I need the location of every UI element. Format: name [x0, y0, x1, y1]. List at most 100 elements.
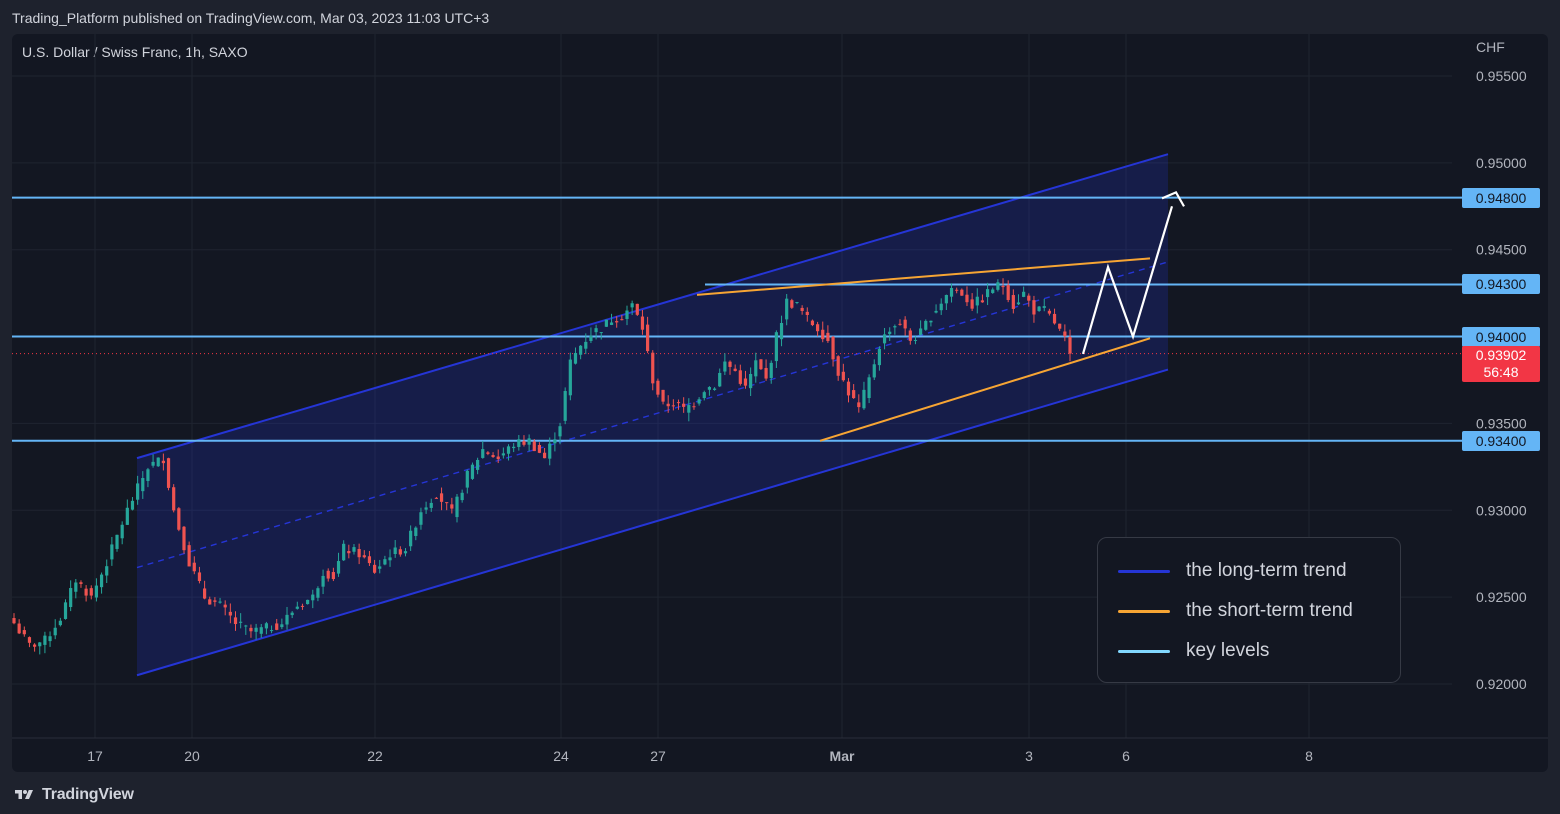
candle-body: [208, 599, 212, 605]
candle-body: [306, 599, 310, 605]
candle-body: [522, 441, 526, 445]
candle-body: [1032, 300, 1036, 315]
date-tick-label: 8: [1305, 748, 1313, 764]
candle-body: [579, 345, 583, 355]
candle-body: [228, 611, 232, 616]
candle-body: [671, 405, 675, 407]
current-price: 0.93902: [1475, 346, 1527, 363]
price-tick-label: 0.93500: [1476, 415, 1527, 431]
candle-body: [300, 605, 305, 607]
candle-body: [965, 294, 969, 303]
long-term-channel-bottom: [136, 368, 1169, 677]
candle-body: [218, 601, 222, 603]
candle-body: [141, 478, 145, 492]
candle-body: [259, 627, 263, 634]
bar-countdown: 56:48: [1483, 363, 1519, 380]
candle-body: [841, 371, 845, 381]
candle-body: [372, 564, 377, 573]
candle-body: [985, 289, 990, 298]
candle-body: [532, 441, 536, 452]
candle-body: [105, 566, 109, 576]
candle-body: [125, 507, 129, 525]
candle-body: [362, 555, 366, 558]
candle-body: [177, 508, 181, 530]
candle-body: [38, 642, 42, 647]
candle-body: [172, 487, 176, 511]
candle-body: [48, 636, 52, 642]
date-tick-label: 27: [650, 748, 666, 764]
long-term-channel-mid: [136, 261, 1169, 569]
candle-body: [661, 389, 665, 402]
candle-body: [244, 625, 248, 627]
tradingview-brand[interactable]: TradingView: [12, 784, 134, 806]
candle-body: [99, 574, 104, 588]
candle-body: [115, 534, 119, 549]
candle-body: [470, 464, 475, 479]
candle-body: [584, 341, 588, 349]
candle-body: [342, 543, 346, 561]
candle-body: [548, 443, 552, 459]
candle-body: [723, 361, 727, 372]
candle-body: [960, 289, 964, 296]
candle-body: [161, 460, 165, 464]
candle-body: [22, 630, 26, 635]
candle-body: [1006, 285, 1010, 300]
candle-body: [414, 527, 418, 536]
candle-body: [697, 399, 701, 404]
candle-body: [233, 617, 238, 625]
legend-label: the short-term trend: [1186, 600, 1353, 621]
candle-body: [357, 549, 361, 558]
candle-body: [903, 319, 907, 329]
candle-body: [1068, 337, 1072, 354]
short-term-trend-bottom: [819, 337, 1151, 442]
candle-body: [254, 627, 258, 632]
candle-body: [336, 561, 341, 574]
tradingview-logo-icon: [15, 790, 33, 799]
candle-body: [1047, 310, 1051, 314]
candle-body: [239, 621, 243, 623]
candle-body: [754, 360, 758, 377]
candle-body: [223, 604, 227, 608]
candle-body: [12, 618, 16, 624]
candle-body: [249, 627, 253, 632]
candle-body: [651, 352, 655, 384]
candle-body: [821, 329, 825, 340]
candle-body: [84, 588, 88, 596]
candle-body: [712, 388, 717, 390]
candle-body: [1027, 295, 1031, 301]
candle-body: [676, 402, 681, 404]
candle-body: [398, 549, 402, 555]
legend-swatch-long-term: [1118, 569, 1170, 573]
candle-body: [331, 572, 335, 580]
candle-body: [1016, 302, 1021, 305]
candle-body: [1042, 306, 1046, 308]
candle-body: [604, 319, 608, 327]
candle-body: [877, 348, 882, 366]
candle-body: [898, 323, 902, 325]
candle-body: [635, 303, 639, 315]
candle-body: [846, 381, 851, 396]
candle-body: [934, 310, 938, 313]
candle-body: [975, 296, 979, 306]
legend-item-key-levels: key levels: [1118, 640, 1269, 662]
price-tick-label: 0.92500: [1476, 589, 1527, 605]
candle-body: [264, 623, 269, 629]
candle-body: [625, 310, 629, 319]
candle-body: [280, 624, 284, 628]
candle-body: [429, 502, 433, 508]
candle-body: [991, 289, 995, 293]
axis-currency: CHF: [1476, 39, 1505, 55]
candle-body: [69, 588, 73, 608]
candle-body: [501, 453, 505, 456]
candle-body: [202, 588, 207, 599]
candle-body: [403, 551, 408, 554]
legend-swatch-short-term: [1118, 609, 1170, 613]
candle-body: [996, 282, 1000, 290]
candle-body: [110, 544, 114, 560]
candle-body: [316, 588, 320, 598]
candle-body: [867, 377, 871, 399]
candle-body: [295, 606, 299, 609]
candle-body: [455, 496, 459, 518]
candle-body: [872, 364, 876, 378]
